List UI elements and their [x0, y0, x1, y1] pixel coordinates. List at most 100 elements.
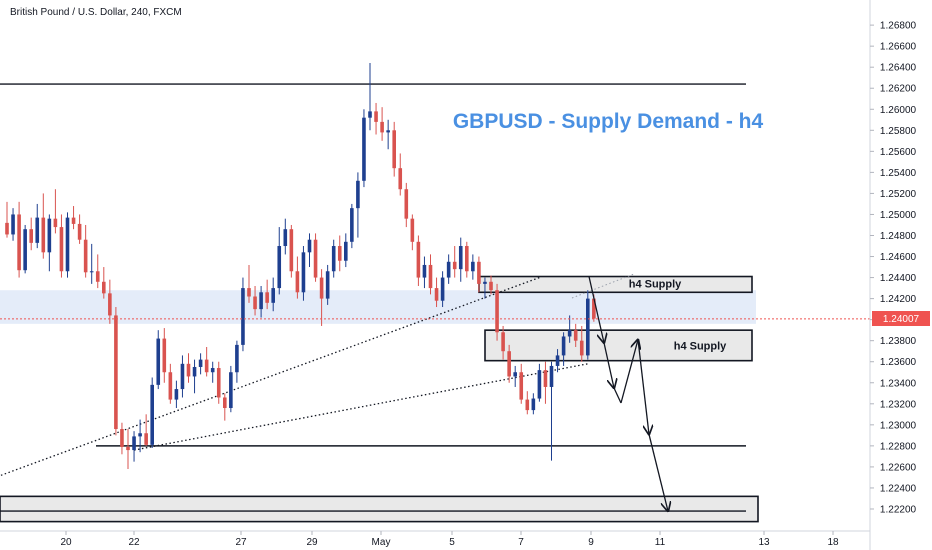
- candle[interactable]: [114, 307, 118, 436]
- candle[interactable]: [204, 346, 209, 377]
- candle[interactable]: [283, 218, 288, 255]
- candle[interactable]: [465, 241, 469, 278]
- candle[interactable]: [434, 277, 439, 308]
- candle[interactable]: [368, 62, 372, 131]
- candle[interactable]: [307, 233, 312, 268]
- candle[interactable]: [35, 203, 40, 249]
- candle[interactable]: [5, 201, 9, 238]
- candle[interactable]: [289, 224, 294, 278]
- candle[interactable]: [404, 182, 409, 228]
- candle[interactable]: [241, 277, 245, 352]
- candle[interactable]: [126, 429, 130, 470]
- candle[interactable]: [132, 431, 136, 462]
- candle[interactable]: [192, 359, 197, 394]
- candle[interactable]: [416, 235, 421, 286]
- candle[interactable]: [380, 107, 384, 141]
- candle[interactable]: [271, 277, 275, 312]
- candle[interactable]: [223, 393, 227, 421]
- candle[interactable]: [573, 323, 578, 347]
- candle[interactable]: [519, 363, 524, 404]
- candle[interactable]: [356, 172, 360, 238]
- candle[interactable]: [210, 361, 215, 383]
- candle[interactable]: [102, 267, 106, 299]
- candle[interactable]: [277, 227, 282, 295]
- candle[interactable]: [446, 254, 451, 284]
- candle[interactable]: [579, 325, 584, 362]
- candle[interactable]: [374, 102, 378, 135]
- candle[interactable]: [313, 233, 318, 282]
- candle[interactable]: [471, 254, 475, 280]
- candle[interactable]: [331, 239, 336, 278]
- candle[interactable]: [29, 217, 33, 251]
- candle[interactable]: [325, 264, 330, 305]
- candle[interactable]: [350, 203, 354, 249]
- candle[interactable]: [65, 212, 70, 278]
- candle[interactable]: [23, 224, 27, 274]
- candle[interactable]: [428, 254, 433, 295]
- candle[interactable]: [495, 283, 499, 341]
- candle[interactable]: [235, 340, 239, 383]
- candle[interactable]: [344, 233, 348, 268]
- candle[interactable]: [150, 377, 154, 448]
- candle[interactable]: [138, 419, 142, 453]
- candle[interactable]: [410, 214, 415, 251]
- candle[interactable]: [247, 264, 251, 303]
- candle[interactable]: [567, 315, 572, 343]
- candle[interactable]: [186, 353, 191, 383]
- candle[interactable]: [452, 246, 457, 278]
- candle[interactable]: [180, 355, 185, 398]
- candle[interactable]: [95, 254, 100, 289]
- candle[interactable]: [440, 271, 445, 308]
- candle[interactable]: [477, 256, 481, 293]
- candle[interactable]: [392, 121, 396, 177]
- candle[interactable]: [525, 391, 530, 415]
- candle[interactable]: [162, 328, 167, 383]
- candle[interactable]: [531, 393, 536, 415]
- time-axis[interactable]: 20 22 27 29 May 5 7 9 11 13 18: [60, 531, 839, 548]
- candle[interactable]: [362, 109, 366, 188]
- candle[interactable]: [483, 277, 487, 299]
- candle[interactable]: [501, 325, 505, 360]
- candle[interactable]: [11, 208, 15, 241]
- candle[interactable]: [543, 361, 548, 404]
- candle[interactable]: [59, 214, 64, 278]
- candle[interactable]: [259, 285, 263, 318]
- candle[interactable]: [71, 206, 76, 230]
- candle[interactable]: [168, 363, 173, 404]
- candle[interactable]: [198, 353, 203, 375]
- candle[interactable]: [265, 279, 269, 310]
- candle[interactable]: [53, 189, 58, 234]
- candle[interactable]: [319, 269, 324, 326]
- candle[interactable]: [458, 237, 463, 282]
- candle[interactable]: [108, 279, 112, 324]
- candle[interactable]: [144, 414, 148, 446]
- candle[interactable]: [216, 361, 221, 404]
- candle[interactable]: [17, 201, 21, 278]
- candle[interactable]: [229, 365, 233, 413]
- candle[interactable]: [41, 193, 46, 259]
- candle[interactable]: [489, 275, 493, 295]
- candle[interactable]: [386, 119, 390, 150]
- candle[interactable]: [120, 422, 124, 455]
- candle[interactable]: [513, 365, 517, 387]
- candle[interactable]: [422, 256, 427, 289]
- candles-layer[interactable]: [5, 62, 596, 470]
- candle[interactable]: [398, 153, 403, 196]
- candle[interactable]: [174, 380, 179, 409]
- candle[interactable]: [156, 330, 161, 390]
- candle[interactable]: [83, 224, 88, 278]
- candle[interactable]: [561, 332, 566, 366]
- candle[interactable]: [507, 344, 511, 383]
- candle[interactable]: [47, 214, 52, 272]
- candle[interactable]: [301, 246, 306, 301]
- candle[interactable]: [77, 214, 82, 244]
- candle[interactable]: [586, 290, 590, 360]
- candle[interactable]: [295, 256, 300, 299]
- candle[interactable]: [337, 235, 342, 272]
- candle[interactable]: [89, 243, 94, 284]
- candle[interactable]: [555, 349, 560, 373]
- candle[interactable]: [253, 285, 257, 316]
- candle[interactable]: [537, 363, 542, 402]
- candle[interactable]: [549, 361, 554, 461]
